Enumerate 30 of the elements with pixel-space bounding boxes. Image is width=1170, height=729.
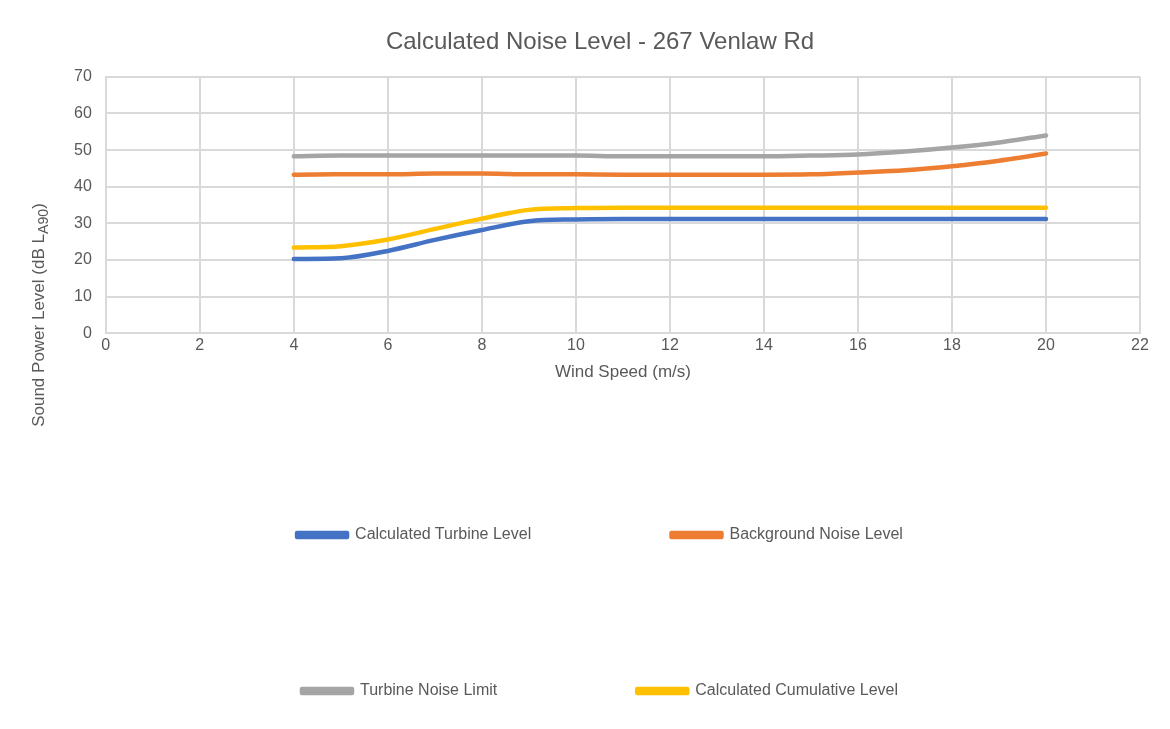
y-tick-label: 0 <box>82 323 92 341</box>
y-tick-label: 10 <box>74 287 92 305</box>
x-tick-label: 18 <box>943 336 961 354</box>
y-tick-label: 20 <box>74 250 92 268</box>
legend-label: Background Noise Level <box>729 525 903 543</box>
line-series <box>291 133 1049 159</box>
legend-label: Calculated Turbine Level <box>355 525 532 543</box>
y-tick-label: 50 <box>74 140 92 158</box>
legend-label: Calculated Cumulative Level <box>695 681 899 699</box>
x-tick-label: 4 <box>289 336 299 354</box>
y-tick-label: 70 <box>74 67 92 85</box>
chart-title: Calculated Noise Level - 267 Venlaw Rd <box>385 27 815 55</box>
line-series <box>291 205 1049 250</box>
legend-label: Turbine Noise Limit <box>360 681 498 699</box>
x-axis-title: Wind Speed (m/s) <box>554 362 691 382</box>
x-tick-label: 8 <box>477 336 487 354</box>
y-tick-label: 60 <box>74 103 92 121</box>
y-tick-label: 40 <box>74 177 92 195</box>
x-tick-label: 6 <box>383 336 393 354</box>
x-tick-label: 22 <box>1131 336 1149 354</box>
x-tick-label: 12 <box>661 336 679 354</box>
line-series <box>291 151 1049 177</box>
x-tick-label: 0 <box>101 336 111 354</box>
line-series <box>291 216 1049 262</box>
y-tick-label: 30 <box>74 213 92 231</box>
x-tick-label: 14 <box>755 336 773 354</box>
x-tick-label: 16 <box>849 336 867 354</box>
x-tick-label: 10 <box>566 336 585 354</box>
x-tick-label: 20 <box>1037 336 1055 354</box>
x-tick-label: 2 <box>195 336 205 354</box>
